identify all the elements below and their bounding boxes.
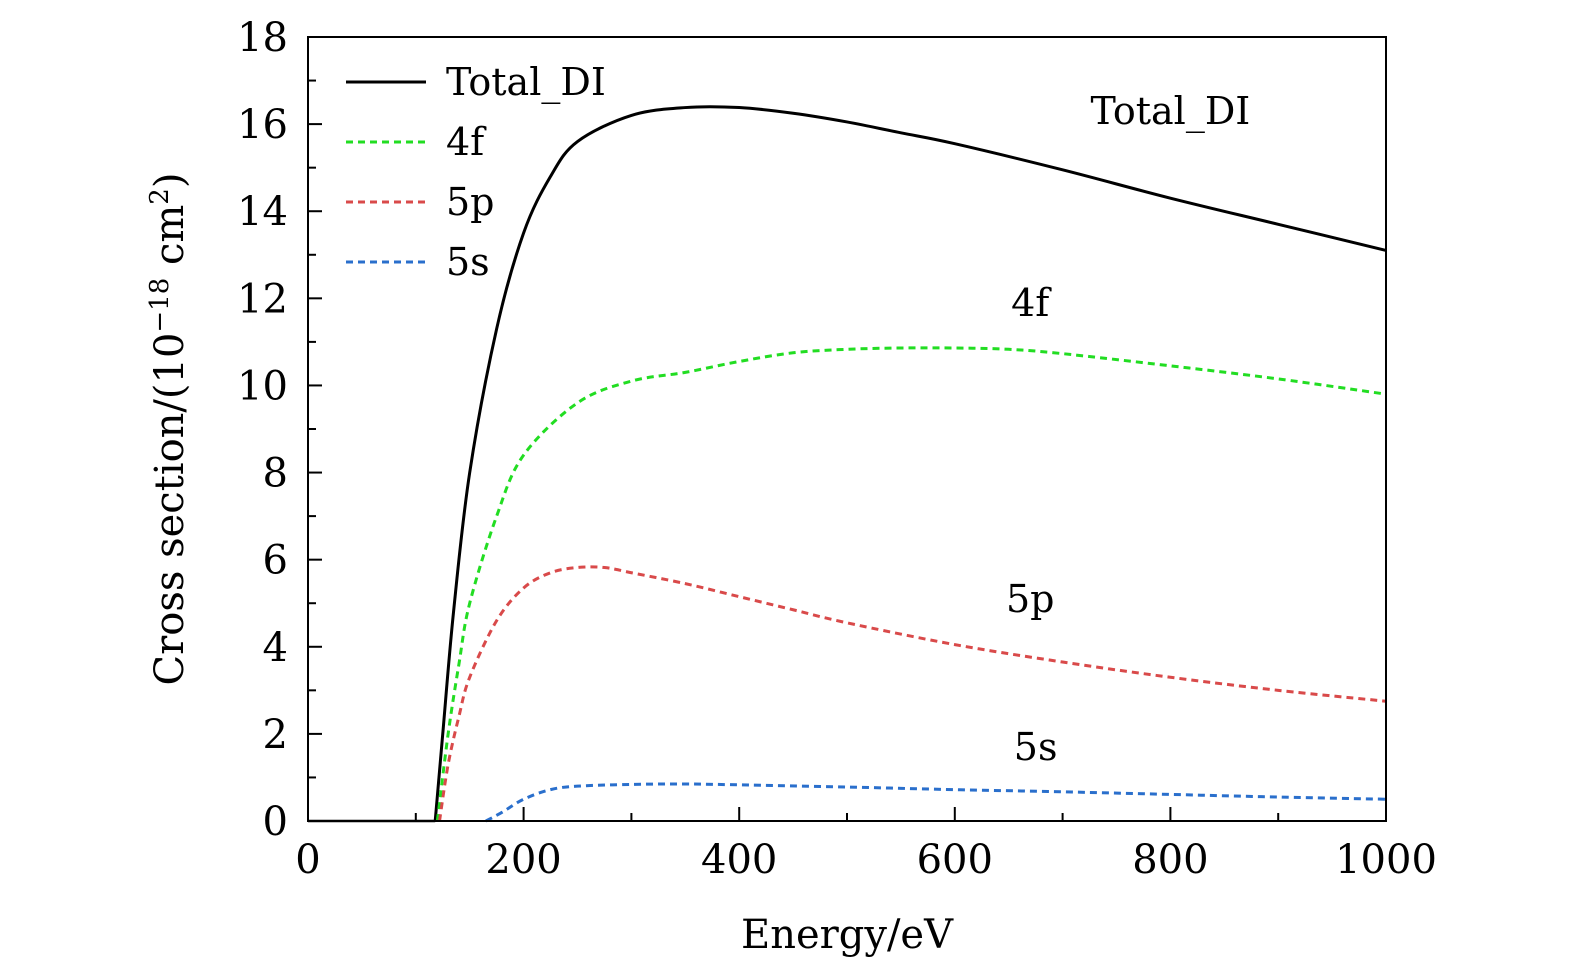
y-axis-title-unit: cm bbox=[147, 205, 193, 278]
curve-annotations: Total_DI 4f 5p 5s bbox=[1006, 89, 1250, 769]
x-tick-label: 200 bbox=[485, 837, 561, 883]
y-tick-label: 12 bbox=[237, 276, 288, 322]
y-tick-label: 0 bbox=[263, 799, 288, 845]
legend-label: 5p bbox=[446, 180, 495, 224]
y-tick-label: 14 bbox=[237, 189, 288, 235]
y-tick-label: 8 bbox=[263, 451, 288, 497]
y-tick-label: 10 bbox=[237, 363, 288, 409]
curve-annotation: 4f bbox=[1011, 281, 1052, 325]
y-tick-label: 6 bbox=[263, 538, 288, 584]
series-line-5s bbox=[485, 782, 1387, 823]
y-axis-title-unit-exponent: 2 bbox=[145, 188, 175, 205]
y-tick-label: 2 bbox=[263, 712, 288, 758]
x-tick-label: 800 bbox=[1132, 837, 1208, 883]
axis-ticks bbox=[307, 36, 1387, 822]
axis-tick-labels: 0 200 400 600 800 1000 0 2 4 6 8 10 12 14 16 18 bbox=[237, 15, 1437, 883]
legend-label: 4f bbox=[446, 120, 487, 164]
y-tick-label: 18 bbox=[237, 15, 288, 61]
series-line-4f bbox=[435, 346, 1387, 822]
y-axis-title-close: ) bbox=[147, 173, 193, 189]
y-axis-title-exponent: −18 bbox=[145, 278, 175, 333]
y-tick-label: 16 bbox=[237, 102, 288, 148]
x-tick-label: 600 bbox=[917, 837, 993, 883]
y-axis-title-main: Cross section/(10 bbox=[147, 333, 193, 686]
legend-label: Total_DI bbox=[446, 60, 606, 105]
x-tick-label: 1000 bbox=[1335, 837, 1437, 883]
x-axis-title: Energy/eV bbox=[741, 912, 954, 958]
legend: Total_DI 4f 5p 5s bbox=[346, 60, 606, 284]
y-tick-label: 4 bbox=[263, 625, 288, 671]
x-tick-label: 400 bbox=[701, 837, 777, 883]
curve-annotation: 5p bbox=[1006, 577, 1055, 621]
legend-label: 5s bbox=[446, 240, 490, 284]
y-axis-title: Cross section/(10−18 cm2) bbox=[145, 173, 193, 686]
series-line-total-di bbox=[433, 105, 1387, 822]
curve-annotation: Total_DI bbox=[1090, 89, 1250, 134]
curve-annotation: 5s bbox=[1014, 725, 1058, 769]
x-tick-label: 0 bbox=[295, 837, 320, 883]
series-line-5p bbox=[438, 565, 1387, 822]
